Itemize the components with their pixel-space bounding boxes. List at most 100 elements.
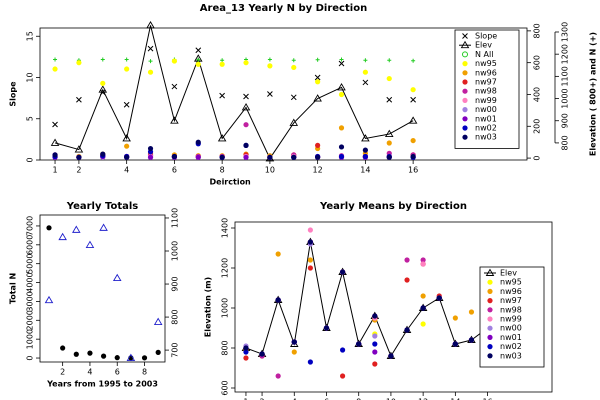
marker-triangle-shape — [217, 134, 227, 142]
marker-triangle — [361, 134, 370, 142]
plot-frame — [234, 221, 553, 393]
marker-dot-shape — [462, 88, 468, 94]
marker-plus — [291, 58, 296, 63]
marker-dot-shape — [420, 321, 426, 327]
marker-x — [267, 91, 273, 97]
legend-label: Elev — [500, 269, 517, 278]
marker-dot — [243, 355, 249, 361]
marker-plus-shape — [148, 59, 153, 64]
marker-plus — [315, 57, 320, 62]
marker-dot-shape — [339, 269, 346, 275]
plot-frame — [39, 214, 166, 363]
y-tick-label: 10 — [26, 72, 35, 82]
marker-dot — [338, 91, 345, 98]
marker-dot — [462, 116, 468, 122]
marker-plus — [339, 57, 344, 62]
marker-dot-shape — [462, 97, 468, 103]
marker-dot — [410, 87, 416, 93]
marker-dot-shape — [307, 227, 313, 233]
marker-dot-shape — [436, 295, 442, 301]
marker-triangle-shape — [98, 85, 108, 93]
marker-dot — [73, 351, 79, 357]
marker-x-shape — [462, 33, 468, 39]
marker-dot — [100, 353, 107, 359]
marker-dot — [462, 88, 468, 94]
marker-triangle-shape — [74, 145, 84, 153]
marker-plus — [363, 58, 368, 63]
marker-dot-shape — [372, 349, 378, 355]
y3-tick-label: 900 — [561, 113, 570, 128]
marker-x-shape — [267, 91, 273, 97]
marker-x — [314, 74, 321, 81]
marker-dot — [420, 257, 426, 263]
legend-label: nw95 — [500, 278, 522, 287]
x-tick-label: 2 — [260, 398, 265, 400]
legend-label: nw02 — [500, 342, 522, 351]
marker-dot — [243, 122, 249, 128]
marker-dot-shape — [362, 153, 368, 160]
x-tick-label: 16 — [482, 398, 492, 400]
marker-dot — [275, 297, 281, 303]
legend-label: nw00 — [475, 105, 497, 114]
marker-triangle-shape — [146, 20, 155, 29]
marker-x-shape — [195, 47, 202, 54]
y-tick-label: 15 — [26, 31, 35, 41]
marker-dot-shape — [339, 347, 346, 353]
marker-triangle — [85, 240, 95, 249]
marker-dot — [52, 66, 58, 72]
marker-plus — [387, 58, 392, 63]
marker-triangle-shape — [485, 268, 495, 276]
marker-plus — [411, 58, 416, 63]
marker-plus-shape — [291, 58, 296, 63]
y3-tick-label: 1100 — [561, 66, 570, 86]
series-line — [245, 241, 488, 358]
marker-dot-shape — [386, 154, 392, 160]
marker-dot — [307, 257, 313, 263]
marker-triangle-shape — [337, 83, 346, 91]
marker-dot-shape — [487, 279, 493, 285]
marker-dot-shape — [388, 353, 394, 359]
marker-dot — [410, 153, 416, 160]
marker-dot — [124, 154, 130, 160]
marker-dot-shape — [307, 257, 313, 263]
marker-triangle — [408, 116, 418, 124]
marker-dot — [420, 305, 426, 311]
marker-dot-shape — [404, 327, 410, 333]
marker-dot-shape — [243, 122, 249, 128]
marker-x-shape — [314, 74, 321, 81]
marker-x — [243, 93, 249, 100]
marker-dot — [487, 298, 493, 304]
marker-x-shape — [219, 92, 226, 99]
x-tick-label: 6 — [115, 368, 120, 377]
marker-triangle — [217, 134, 227, 142]
marker-dot — [356, 341, 362, 347]
marker-dot — [291, 349, 297, 355]
marker-x-shape — [52, 121, 58, 128]
marker-dot-shape — [76, 154, 82, 160]
marker-dot — [420, 261, 426, 267]
marker-x — [462, 33, 468, 39]
marker-dot-shape — [372, 313, 378, 319]
marker-dot-shape — [307, 239, 313, 245]
marker-dot-shape — [315, 142, 321, 148]
marker-dot-shape — [386, 140, 392, 146]
marker-triangle — [112, 273, 122, 282]
marker-dot-shape — [171, 58, 178, 64]
marker-dot — [362, 147, 368, 153]
marker-dot — [76, 154, 82, 160]
y-tick-label: 4000 — [26, 272, 35, 292]
marker-dot — [124, 66, 130, 72]
legend-label: nw96 — [500, 287, 522, 296]
marker-dot-shape — [338, 91, 345, 98]
marker-triangle-shape — [126, 353, 136, 361]
y3-tick-label: 1300 — [561, 22, 570, 42]
marker-x-shape — [362, 79, 369, 86]
legend-label: Elev — [475, 41, 492, 50]
marker-plus — [100, 57, 105, 62]
marker-dot — [487, 288, 493, 294]
marker-dot-shape — [468, 337, 475, 343]
legend-label: nw98 — [500, 305, 522, 314]
y2-tick-label: 200 — [533, 119, 542, 134]
marker-x-shape — [123, 101, 130, 108]
marker-dot — [267, 63, 273, 69]
